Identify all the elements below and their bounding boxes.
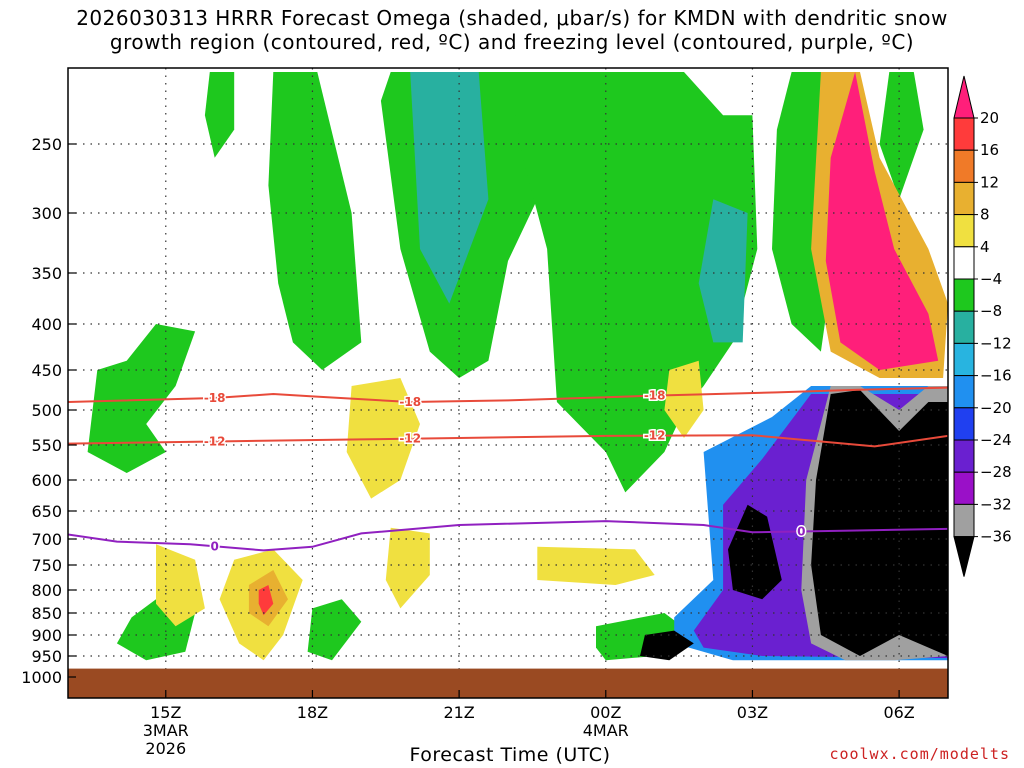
credit-link[interactable]: coolwx.com/modelts [829,745,1010,763]
colorbar-label-13: −36 [980,528,1012,546]
contour-label--18: -18 [204,391,226,405]
chart-title-line-1: 2026030313 HRRR Forecast Omega (shaded, … [76,6,948,30]
omega-region-14 [156,544,205,627]
omega-region-9 [879,72,924,200]
y-tick-label-950: 950 [31,647,62,666]
omega-region-16 [537,546,655,585]
y-tick-label-250: 250 [31,135,62,154]
y-tick-label-750: 750 [31,556,62,575]
plot-frame [67,67,949,699]
colorbar-label-11: −28 [980,463,1012,481]
colorbar-label-7: −12 [980,334,1012,352]
colorbar-segment-13 [953,503,975,538]
colorbar-bottom-arrow [953,536,975,577]
colorbar-label-6: −8 [980,302,1002,320]
colorbar-segment-7 [953,310,975,344]
colorbar-label-3: 8 [980,206,990,224]
x-tick-label-2-0: 15Z [150,703,181,722]
contour-line-0 [68,520,948,552]
x-tick-label-11-0: 00Z [590,703,621,722]
colorbar-segment-6 [953,278,975,312]
omega-shading [68,72,948,698]
contour-label--12: -12 [399,432,421,446]
contour-label--12: -12 [644,429,666,443]
x-axis-label: Forecast Time (UTC) [409,744,611,766]
colorbar-label-10: −24 [980,431,1012,449]
y-tick-label-900: 900 [31,626,62,645]
colorbar-label-1: 16 [980,141,999,159]
y-tick-label-550: 550 [31,436,62,455]
x-tick-label-11-1: 4MAR [583,721,629,740]
contour-lines: -18 -18 -18 -12 -12 -12 0 0 [68,386,948,555]
y-tick-label-300: 300 [31,204,62,223]
contour-label--18: -18 [399,395,421,409]
colorbar-label-2: 12 [980,173,999,191]
y-tick-label-700: 700 [31,530,62,549]
x-tick-label-17-0: 06Z [883,703,914,722]
y-tick-label-850: 850 [31,604,62,623]
y-tick-label-800: 800 [31,581,62,600]
omega-region-10 [410,72,489,304]
y-tick-label-500: 500 [31,401,62,420]
colorbar-label-9: −20 [980,399,1012,417]
chart-title-line-2: growth region (contoured, red, ºC) and f… [109,30,915,54]
gridlines [68,68,948,669]
omega-region-1 [204,72,235,158]
colorbar-segment-9 [953,375,975,409]
x-tick-label-2-1: 3MAR [143,721,189,740]
colorbar-segment-11 [953,439,975,473]
y-tick-label-350: 350 [31,264,62,283]
y-tick-label-650: 650 [31,502,62,521]
x-tick-label-2-2: 2026 [145,739,186,758]
colorbar-top-arrow [953,75,975,119]
colorbar-segment-1 [953,117,975,151]
x-tick-label-8-0: 21Z [443,703,474,722]
colorbar-label-5: −4 [980,270,1002,288]
x-tick-label-14-0: 03Z [737,703,768,722]
omega-region-27 [640,630,694,661]
colorbar-label-8: −16 [980,367,1012,385]
colorbar-label-12: −32 [980,495,1012,513]
axes: 250 300 350 400 450 500 550 600 650 700 750 800 850 9… [21,67,949,758]
x-tick-label-5-0: 18Z [297,703,328,722]
colorbar-segment-4 [953,214,975,248]
colorbar-label-0: 20 [980,109,999,127]
contour-line--18 [68,386,948,404]
y-tick-label-400: 400 [31,315,62,334]
chart-title: 2026030313 HRRR Forecast Omega (shaded, … [0,6,1024,54]
colorbar-segment-2 [953,149,975,183]
ground-surface [68,668,948,698]
omega-region-15 [385,527,430,609]
colorbar-segment-5 [953,246,975,280]
colorbar-segment-10 [953,407,975,441]
omega-region-26 [728,504,782,600]
omega-region-11 [698,199,748,343]
omega-region-17 [664,360,704,438]
contour-label--18: -18 [644,389,666,403]
plot-area [68,72,948,698]
omega-region-21 [825,72,939,370]
omega-region-6 [307,599,362,661]
omega-region-2 [268,72,362,370]
colorbar-segment-8 [953,342,975,377]
y-tick-label-1000: 1000 [21,668,62,687]
contour-label-0: 0 [210,539,218,553]
contour-line--12 [68,434,948,448]
y-tick-label-600: 600 [31,471,62,490]
colorbar-label-4: 4 [980,238,990,256]
omega-region-19 [258,585,274,616]
omega-region-0 [87,324,196,473]
y-tick-label-450: 450 [31,361,62,380]
colorbar-segment-3 [953,181,975,216]
contour-group: -18 -18 -18 -12 -12 -12 0 0 [68,386,948,555]
omega-region-25 [811,390,948,656]
colorbar-segment-12 [953,471,975,505]
colorbar: 20 16 12 8 4 −4 −8 −12 −16 −20 −24 −28 −32 −36 [953,75,1012,577]
contour-label--12: -12 [204,435,226,449]
contour-label-0: 0 [797,524,805,538]
